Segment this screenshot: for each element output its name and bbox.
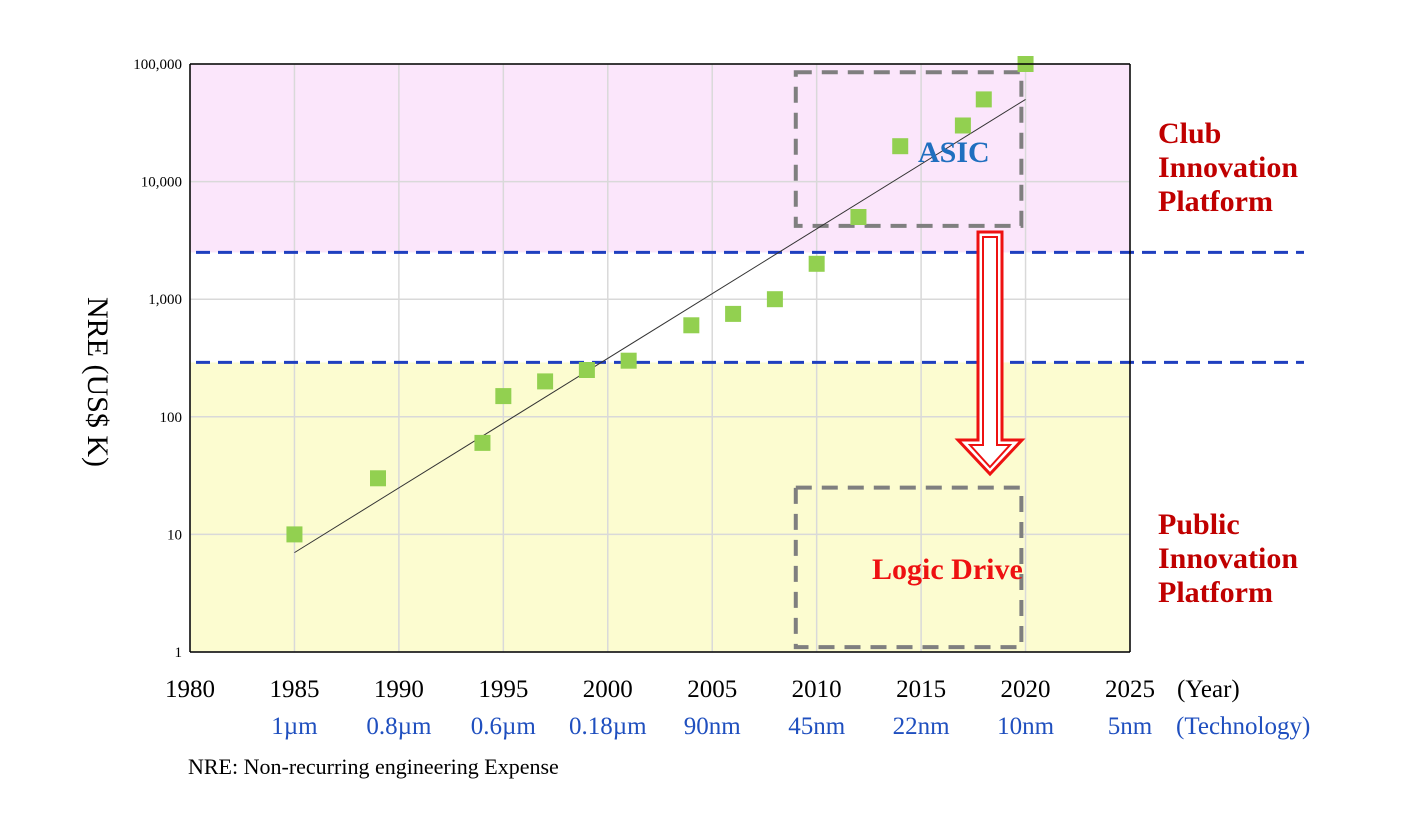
club-region <box>190 64 1130 253</box>
technology-tick-label: 90nm <box>684 713 742 740</box>
down-arrow <box>954 230 1026 477</box>
data-points <box>286 56 1034 543</box>
y-tick-label: 10,000 <box>141 175 182 191</box>
y-tick-label: 1,000 <box>148 292 182 308</box>
public-region-label: Platform <box>1158 576 1273 609</box>
x-tick-label: 1985 <box>269 676 319 703</box>
technology-tick-label: 10nm <box>997 713 1055 740</box>
club-region-label: Club <box>1158 117 1221 150</box>
x-tick-label: 2010 <box>792 676 842 703</box>
data-point <box>766 291 783 308</box>
y-tick-label: 10 <box>167 527 182 543</box>
data-point <box>683 317 700 334</box>
data-point <box>850 209 867 226</box>
data-point <box>495 388 512 405</box>
threshold-lines <box>196 250 1304 364</box>
data-point <box>892 138 909 155</box>
x-tick-label: 2005 <box>687 676 737 703</box>
x-tick-label: 1980 <box>165 676 215 703</box>
x-tick-label: 2015 <box>896 676 946 703</box>
footnote: NRE: Non-recurring engineering Expense <box>188 754 559 779</box>
x-axis-title: (Year) <box>1177 676 1240 703</box>
technology-tick-label: 0.8µm <box>366 713 432 740</box>
data-point <box>808 255 825 272</box>
logic-drive-box <box>793 485 1024 650</box>
x-tick-label: 2025 <box>1105 676 1155 703</box>
club-region-label: Innovation <box>1158 151 1298 184</box>
y-axis-title: NRE (US$ K) <box>81 297 114 467</box>
labels: 1 10 100 1,000 10,000 100,000 1980 1985 1990 1995… <box>133 57 1298 740</box>
technology-tick-label: 0.18µm <box>569 713 647 740</box>
public-region-label: Innovation <box>1158 542 1298 575</box>
public-region-label: Public <box>1158 508 1240 541</box>
public-region <box>190 362 1130 652</box>
y-tick-label: 1 <box>175 645 183 661</box>
down-arrow-inner <box>967 236 1013 469</box>
technology-tick-label: 22nm <box>893 713 951 740</box>
club-region-label: Platform <box>1158 185 1273 218</box>
data-point <box>578 362 595 379</box>
x-tick-label: 2020 <box>1001 676 1051 703</box>
trendline-segment <box>294 98 1026 554</box>
data-point <box>474 434 491 451</box>
y-tick-label: 100,000 <box>133 57 182 73</box>
data-point <box>370 470 386 487</box>
data-point <box>954 117 971 134</box>
x-tick-label: 2000 <box>583 676 633 703</box>
data-point <box>286 526 303 543</box>
x-tick-label: 1990 <box>374 676 424 703</box>
technology-tick-label: 5nm <box>1108 713 1153 740</box>
data-point <box>537 373 554 390</box>
data-point <box>620 352 637 369</box>
data-point <box>725 305 742 322</box>
x-tick-label: 1995 <box>478 676 528 703</box>
technology-tick-label: 1µm <box>271 713 318 740</box>
background-regions <box>190 64 1130 652</box>
asic-label: ASIC <box>918 136 990 169</box>
asic-box <box>793 70 1024 228</box>
technology-tick-label: 45nm <box>788 713 846 740</box>
y-tick-label: 100 <box>160 410 183 426</box>
axes <box>189 63 1131 653</box>
data-point <box>975 91 992 108</box>
trendline <box>294 98 1026 554</box>
logic-drive-label: Logic Drive <box>872 553 1023 586</box>
technology-axis-title: (Technology) <box>1176 713 1310 740</box>
highlight-boxes <box>793 70 1024 650</box>
technology-tick-label: 0.6µm <box>471 713 537 740</box>
